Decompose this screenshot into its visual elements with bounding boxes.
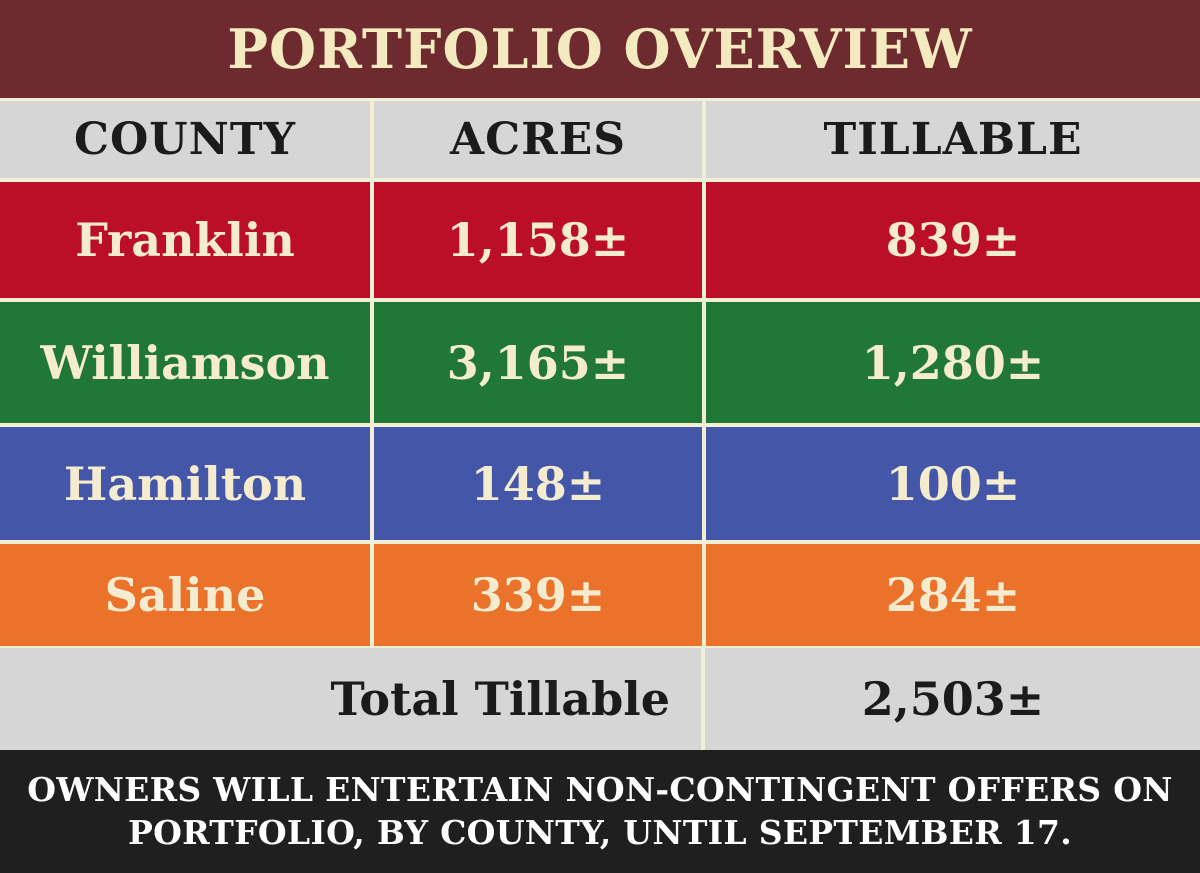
title-bar: PORTFOLIO OVERVIEW bbox=[0, 0, 1200, 98]
table-row-hamilton: Hamilton 148± 100± bbox=[0, 427, 1200, 540]
county-cell: Hamilton bbox=[0, 427, 370, 540]
county-cell: Franklin bbox=[0, 182, 370, 298]
acres-cell: 1,158± bbox=[374, 182, 702, 298]
county-cell: Saline bbox=[0, 544, 370, 646]
header-row: COUNTY ACRES TILLABLE bbox=[0, 101, 1200, 178]
tillable-cell: 100± bbox=[706, 427, 1200, 540]
acres-cell: 148± bbox=[374, 427, 702, 540]
tillable-cell: 1,280± bbox=[706, 302, 1200, 423]
footer-line-2: PORTFOLIO, BY COUNTY, UNTIL SEPTEMBER 17… bbox=[127, 812, 1073, 852]
acres-cell: 339± bbox=[374, 544, 702, 646]
table-row-saline: Saline 339± 284± bbox=[0, 544, 1200, 646]
tillable-cell: 839± bbox=[706, 182, 1200, 298]
column-header-acres: ACRES bbox=[374, 101, 702, 178]
acres-cell: 3,165± bbox=[374, 302, 702, 423]
column-divider bbox=[701, 648, 705, 750]
total-tillable-label: Total Tillable bbox=[330, 672, 670, 726]
column-header-tillable: TILLABLE bbox=[706, 101, 1200, 178]
table-row-franklin: Franklin 1,158± 839± bbox=[0, 182, 1200, 298]
column-header-county: COUNTY bbox=[0, 101, 370, 178]
footer-line-1: OWNERS WILL ENTERTAIN NON-CONTINGENT OFF… bbox=[27, 769, 1173, 809]
total-row: Total Tillable 2,503± bbox=[0, 648, 1200, 750]
total-tillable-value: 2,503± bbox=[861, 672, 1045, 726]
county-cell: Williamson bbox=[0, 302, 370, 423]
page-title: PORTFOLIO OVERVIEW bbox=[227, 17, 973, 81]
footer-notice: OWNERS WILL ENTERTAIN NON-CONTINGENT OFF… bbox=[0, 750, 1200, 873]
table-row-williamson: Williamson 3,165± 1,280± bbox=[0, 302, 1200, 423]
tillable-cell: 284± bbox=[706, 544, 1200, 646]
